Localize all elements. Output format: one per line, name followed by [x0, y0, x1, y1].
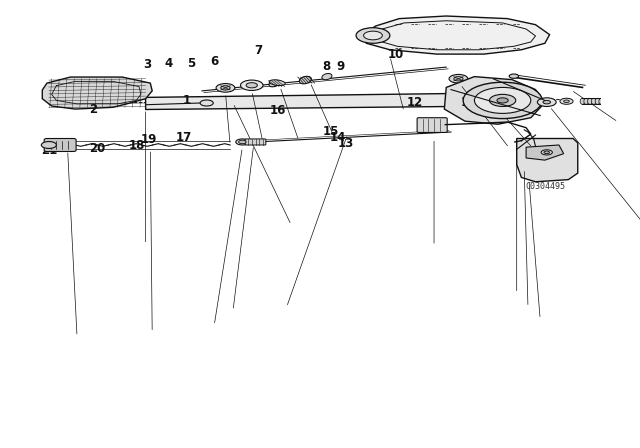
Polygon shape — [516, 138, 578, 182]
Text: 18: 18 — [129, 139, 145, 152]
Text: 15: 15 — [323, 125, 339, 138]
Text: 9: 9 — [337, 60, 345, 73]
Circle shape — [463, 82, 542, 119]
Text: 3: 3 — [143, 58, 152, 72]
Text: 6: 6 — [210, 55, 218, 68]
Polygon shape — [42, 77, 152, 109]
Text: 12: 12 — [407, 96, 423, 109]
Ellipse shape — [580, 98, 585, 104]
Circle shape — [497, 98, 508, 103]
Circle shape — [246, 83, 257, 88]
Text: 5: 5 — [187, 56, 195, 69]
Circle shape — [509, 74, 518, 78]
Text: 19: 19 — [141, 133, 157, 146]
Ellipse shape — [269, 80, 285, 86]
Text: 17: 17 — [175, 131, 191, 144]
Circle shape — [241, 80, 263, 90]
Circle shape — [200, 100, 213, 106]
Ellipse shape — [322, 73, 332, 80]
Circle shape — [449, 74, 468, 83]
FancyBboxPatch shape — [417, 118, 447, 133]
Ellipse shape — [591, 98, 596, 104]
Text: 8: 8 — [322, 60, 330, 73]
Text: 4: 4 — [164, 57, 172, 70]
Ellipse shape — [584, 98, 589, 104]
Circle shape — [560, 98, 573, 104]
Circle shape — [544, 151, 550, 154]
Text: C0304495: C0304495 — [525, 181, 565, 190]
Circle shape — [454, 77, 463, 81]
Text: 14: 14 — [330, 131, 346, 144]
Text: 13: 13 — [337, 137, 354, 150]
Ellipse shape — [588, 98, 593, 104]
Circle shape — [42, 142, 56, 148]
Text: 21: 21 — [41, 144, 58, 157]
Circle shape — [538, 98, 556, 107]
Polygon shape — [362, 16, 550, 54]
Ellipse shape — [599, 98, 604, 104]
Text: 20: 20 — [89, 142, 106, 155]
Text: 10: 10 — [387, 48, 404, 61]
Circle shape — [364, 31, 382, 40]
Polygon shape — [526, 145, 564, 160]
Circle shape — [490, 95, 516, 107]
Circle shape — [564, 100, 570, 103]
Text: 2: 2 — [89, 103, 97, 116]
Ellipse shape — [239, 140, 246, 144]
Circle shape — [216, 83, 235, 92]
Polygon shape — [146, 93, 498, 109]
Circle shape — [541, 150, 552, 155]
Circle shape — [221, 86, 230, 90]
Polygon shape — [444, 77, 545, 124]
FancyBboxPatch shape — [245, 139, 266, 145]
Circle shape — [543, 100, 550, 104]
Text: 1: 1 — [182, 95, 191, 108]
Ellipse shape — [595, 98, 600, 104]
Circle shape — [356, 28, 390, 43]
Circle shape — [474, 87, 531, 113]
Circle shape — [470, 78, 484, 85]
FancyBboxPatch shape — [44, 138, 76, 151]
Text: 11: 11 — [461, 96, 477, 109]
Text: 16: 16 — [269, 103, 286, 116]
Text: 7: 7 — [255, 43, 262, 56]
Ellipse shape — [236, 139, 249, 145]
Ellipse shape — [300, 76, 311, 84]
Ellipse shape — [269, 80, 280, 87]
